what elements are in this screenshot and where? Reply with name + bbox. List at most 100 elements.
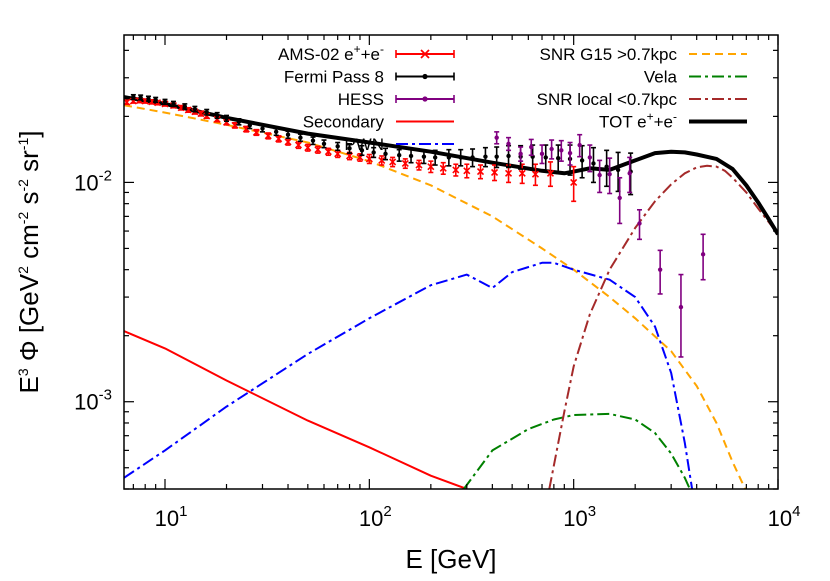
series-line-4 (548, 164, 778, 489)
fermi-point (604, 149, 610, 188)
legend-label: Vela (644, 68, 678, 87)
legend-label: Secondary (303, 113, 385, 132)
plot-frame (123, 34, 779, 490)
hess-point (567, 141, 573, 166)
legend-label: SNR G15 >0.7kpc (540, 45, 678, 64)
legend-entry: TOT e++e- (599, 110, 747, 132)
hess-point (518, 146, 524, 162)
y-axis-title-text: E3 Φ [GeV2 cm-2 s-2 sr-1] (14, 131, 44, 394)
series-line-3 (462, 412, 691, 489)
ams-02-point (314, 145, 322, 154)
fermi-point (138, 94, 144, 101)
hess-point (577, 133, 583, 158)
ams-02-point (476, 164, 485, 180)
legend-label: AMS-02 e++e- (278, 42, 384, 64)
fermi-point (192, 105, 198, 113)
fermi-point (259, 124, 265, 133)
hess-point (597, 159, 603, 194)
ams-02-point (439, 161, 447, 175)
ams-02-point (275, 135, 283, 143)
ams-02-point (415, 159, 423, 171)
x-tick-label: 103 (563, 503, 596, 531)
fermi-point (555, 144, 561, 175)
x-tick-label: 104 (768, 503, 801, 531)
fermi-point (383, 147, 389, 161)
fermi-point (247, 121, 253, 130)
tick-labels: 101 102 103 104 10-3 10-2 (74, 167, 800, 531)
legend-label: Fermi Pass 8 (284, 68, 384, 87)
series-line-1 (124, 261, 694, 489)
fermi-point (273, 127, 279, 137)
fermi-point (458, 148, 464, 167)
data-points (124, 93, 706, 358)
fermi-point (543, 144, 549, 173)
ams-02-point (334, 149, 342, 159)
hess-point (637, 209, 643, 241)
fermi-point (482, 146, 488, 168)
fermi-point (321, 139, 327, 149)
legend-label: SNR local <0.7kpc (537, 90, 678, 109)
ams-02-point (304, 143, 312, 152)
fermi-point (396, 148, 402, 162)
fermi-point (153, 96, 159, 104)
hess-point (657, 249, 663, 295)
hess-point (539, 144, 545, 165)
ams-02-point (124, 98, 131, 106)
fermi-point (182, 103, 188, 110)
hess-point (528, 138, 534, 157)
hess-point (494, 131, 500, 145)
legend-entry: SNR G15 >0.7kpc (540, 45, 747, 64)
ams-02-point (231, 121, 239, 129)
fermi-point (170, 100, 176, 108)
fermi-point (224, 114, 230, 123)
ams-02-point (570, 165, 578, 203)
fermi-point (204, 108, 210, 116)
ams-02-point (452, 163, 460, 177)
fermi-point (359, 144, 365, 157)
x-axis-title: E [GeV] (405, 544, 496, 574)
y-tick-label: 10-2 (74, 167, 112, 195)
hess-point (587, 144, 593, 173)
legend-label: TOT e++e- (599, 110, 677, 132)
ams-02-point (389, 156, 397, 168)
legend-entry: Secondary (303, 113, 454, 132)
ams-02-point (531, 163, 540, 187)
ams-02-point (401, 158, 409, 170)
fermi-point (236, 117, 242, 126)
fermi-point (145, 95, 151, 102)
fermi-point (285, 130, 291, 140)
fermi-point (446, 148, 452, 167)
ams-02-point (264, 132, 272, 140)
y-tick-label: 10-3 (74, 387, 112, 415)
legend-entry: Fermi Pass 8 (284, 68, 455, 87)
ams-02-point (324, 147, 332, 157)
fermi-point (432, 149, 438, 166)
x-tick-label: 102 (359, 503, 392, 531)
legend-entry: SNR local <0.7kpc (537, 90, 747, 109)
ams-02-point (378, 155, 386, 166)
fermi-point (162, 98, 168, 106)
legend-label: HESS (338, 90, 384, 109)
hess-point (607, 157, 613, 195)
legend-entry: Vela (644, 68, 747, 87)
y-axis-title: E3 Φ [GeV2 cm-2 s-2 sr-1] (14, 131, 44, 394)
ams-02-point (427, 160, 435, 174)
fermi-point (371, 146, 377, 159)
hess-point (549, 139, 555, 160)
legend-entry: PWN (344, 135, 454, 154)
legend: AMS-02 e++e- Fermi Pass 8 HESS Secondary PWN… (278, 42, 747, 154)
hess-point (627, 156, 633, 194)
ams-02-point (284, 138, 292, 146)
hess-point (678, 273, 684, 358)
ams-02-point (294, 141, 303, 150)
fermi-point (590, 146, 596, 184)
hess-point (617, 176, 623, 225)
fermi-point (310, 136, 316, 146)
fermi-point (347, 142, 353, 154)
legend-entry: AMS-02 e++e- (278, 42, 455, 64)
fermi-point (408, 148, 414, 164)
ams-02-point (252, 128, 260, 137)
hess-point (558, 139, 564, 162)
ams-02-point (197, 110, 205, 118)
